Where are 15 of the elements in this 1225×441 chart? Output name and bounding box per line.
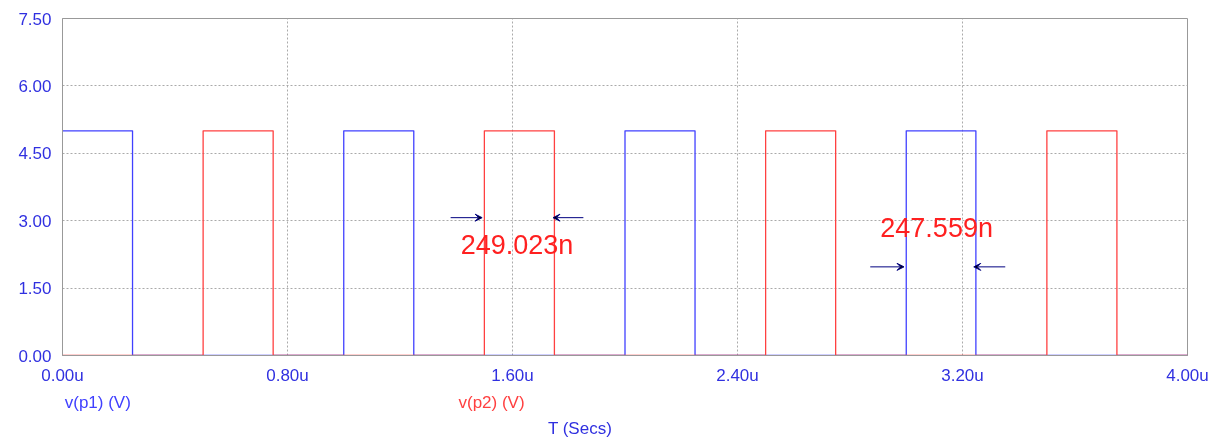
x-axis-title: T (Secs) bbox=[547, 418, 612, 438]
y-tick-label: 0.00 bbox=[18, 346, 52, 366]
y-tick-label: 3.00 bbox=[18, 211, 52, 231]
x-tick-label: 2.40u bbox=[716, 365, 759, 385]
text: v(p2) (V) bbox=[458, 393, 525, 413]
y-tick-label: 4.50 bbox=[18, 144, 52, 164]
x-tick-label: 4.00u bbox=[1166, 365, 1209, 385]
text: v(p1) (V) bbox=[64, 393, 131, 413]
x-tick-label: 0.80u bbox=[266, 365, 309, 385]
y-tick-label: 1.50 bbox=[18, 279, 52, 299]
y-tick-label: 6.00 bbox=[18, 76, 52, 96]
x-tick-label: 1.60u bbox=[491, 365, 534, 385]
x-tick-label: 3.20u bbox=[941, 365, 984, 385]
x-tick-label: 0.00u bbox=[41, 365, 84, 385]
y-tick-label: 7.50 bbox=[18, 9, 52, 29]
